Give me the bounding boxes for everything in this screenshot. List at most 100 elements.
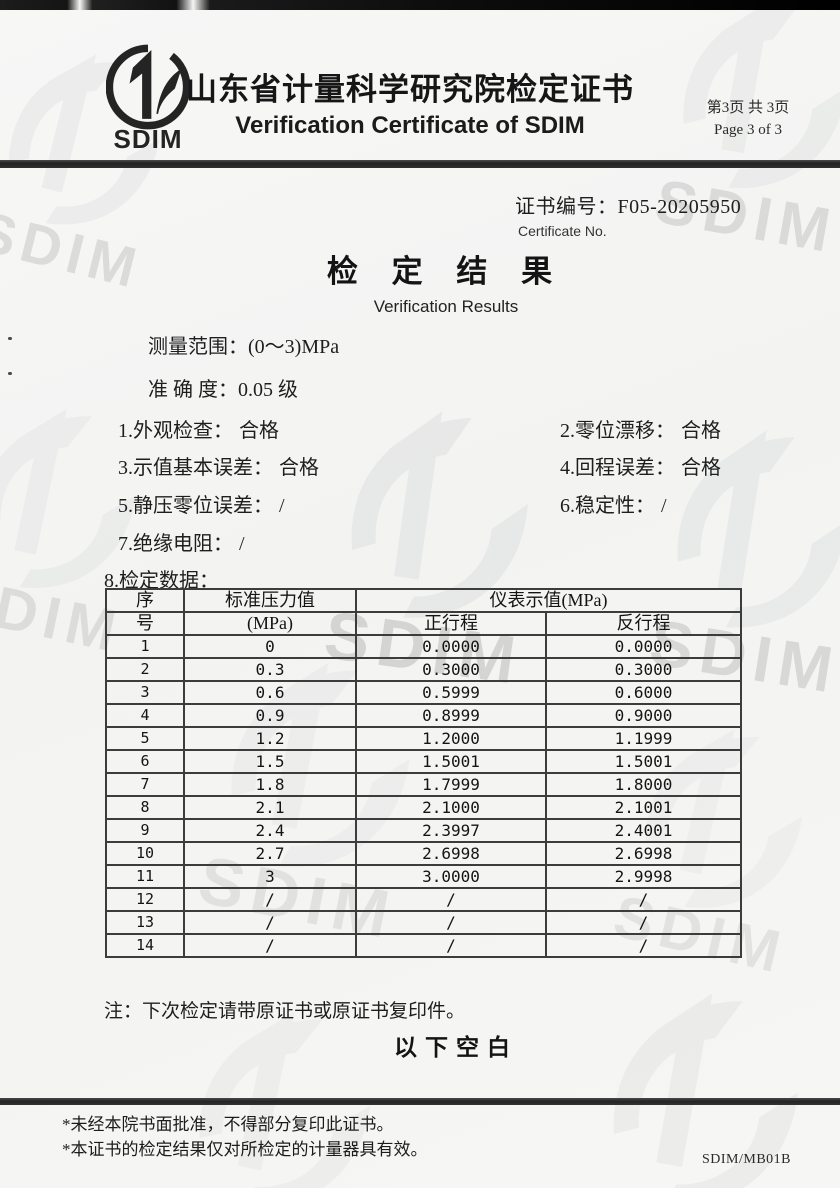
header-unit: (MPa) [183, 611, 357, 636]
footer-note-2: *本证书的检定结果仅对所检定的计量器具有效。 [62, 1140, 428, 1159]
results-title-en: Verification Results [373, 297, 519, 316]
table-cell-fwd: 0.8999 [355, 703, 547, 728]
table-row: 5 1.2 1.2000 1.1999 [105, 726, 742, 751]
table-row: 6 1.5 1.5001 1.5001 [105, 749, 742, 774]
table-cell-std: 1.8 [183, 772, 357, 797]
table-row: 3 0.6 0.5999 0.6000 [105, 680, 742, 705]
table-cell-std: 2.4 [183, 818, 357, 843]
watermark-logo [534, 940, 840, 1188]
logo-wordmark: SDIM [113, 124, 183, 154]
title-english: Verification Certificate of SDIM [235, 112, 585, 139]
table-cell-fwd: 2.3997 [355, 818, 547, 843]
table-row: 8 2.1 2.1000 2.1001 [105, 795, 742, 820]
table-cell-no: 4 [105, 703, 185, 728]
table-header-row-1: 序 标准压力值 仪表示值(MPa) [105, 588, 742, 613]
table-row: 10 2.7 2.6998 2.6998 [105, 841, 742, 866]
table-cell-std: 1.5 [183, 749, 357, 774]
table-cell-rev: / [545, 933, 742, 958]
header-forward-stroke: 正行程 [355, 611, 547, 636]
item-appearance: 1.外观检查： 合格 [118, 420, 279, 442]
item-basic-error: 3.示值基本误差： 合格 [118, 457, 319, 479]
item-zero-drift: 2.零位漂移： 合格 [560, 420, 721, 442]
table-row: 13// / [105, 910, 742, 935]
table-cell-no: 5 [105, 726, 185, 751]
table-row: 11 3 3.0000 2.9998 [105, 864, 742, 889]
header-divider [0, 160, 840, 168]
measuring-range-label: 测量范围： [148, 336, 248, 358]
measuring-range-value: (0～3)MPa [248, 336, 340, 358]
table-row: 14// / [105, 933, 742, 958]
table-row: 12// / [105, 887, 742, 912]
table-cell-fwd: / [355, 887, 547, 912]
footer-note-1: *未经本院书面批准，不得部分复印此证书。 [62, 1115, 394, 1134]
header-seq-top: 序 [105, 588, 185, 613]
certificate-number-value: F05-20205950 [617, 196, 742, 218]
form-code: SDIM/MB01B [702, 1152, 792, 1167]
page-indicator-en: Page 3 of 3 [714, 122, 782, 138]
table-cell-rev: / [545, 887, 742, 912]
sdim-logo: SDIM [92, 44, 204, 152]
title-chinese: 山东省计量科学研究院检定证书 [186, 72, 634, 107]
table-cell-rev: 0.9000 [545, 703, 742, 728]
scan-artifact-top-bar [0, 0, 840, 10]
footer-divider [0, 1098, 840, 1105]
table-cell-rev: 2.9998 [545, 864, 742, 889]
table-cell-no: 3 [105, 680, 185, 705]
table-header-row-2: 号 (MPa) 正行程 反行程 [105, 611, 742, 636]
table-cell-no: 12 [105, 887, 185, 912]
item-verification-data: 8.检定数据： [104, 570, 219, 592]
sdim-logo-icon [106, 44, 190, 130]
page-indicator-cn: 第3页 共 3页 [706, 100, 790, 116]
item-insulation-resistance: 7.绝缘电阻： / [118, 533, 245, 555]
table-row: 7 1.8 1.7999 1.8000 [105, 772, 742, 797]
table-cell-std: / [183, 887, 357, 912]
table-cell-no: 2 [105, 657, 185, 682]
page-indicator: 第3页 共 3页 Page 3 of 3 [668, 96, 828, 139]
footer-notes: *未经本院书面批准，不得部分复印此证书。 *本证书的检定结果仅对所检定的计量器具… [62, 1112, 428, 1162]
header-indication: 仪表示值(MPa) [355, 588, 742, 613]
accuracy-class: 准 确 度：0.05 级 [148, 373, 298, 402]
table-cell-rev: 1.1999 [545, 726, 742, 751]
table-cell-fwd: 2.1000 [355, 795, 547, 820]
table-cell-rev: 0.6000 [545, 680, 742, 705]
table-cell-std: / [183, 933, 357, 958]
table-cell-std: 0 [183, 634, 357, 659]
results-title: 检 定 结 果 [326, 254, 566, 289]
table-cell-rev: 1.8000 [545, 772, 742, 797]
table-cell-fwd: 1.7999 [355, 772, 547, 797]
table-cell-std: 2.7 [183, 841, 357, 866]
certificate-number-label: 证书编号： [515, 196, 618, 218]
item-hysteresis-error: 4.回程误差： 合格 [560, 457, 721, 479]
table-cell-rev: 2.4001 [545, 818, 742, 843]
item-static-zero-error: 5.静压零位误差： / [118, 495, 285, 517]
accuracy-class-value: 0.05 级 [238, 379, 298, 401]
header-standard-pressure: 标准压力值 [183, 588, 357, 613]
table-cell-std: 2.1 [183, 795, 357, 820]
table-cell-rev: 2.1001 [545, 795, 742, 820]
table-cell-no: 6 [105, 749, 185, 774]
scan-artifact-dot [8, 337, 12, 340]
table-cell-rev: 1.5001 [545, 749, 742, 774]
table-cell-fwd: 2.6998 [355, 841, 547, 866]
measuring-range: 测量范围：(0～3)MPa [148, 330, 339, 359]
certificate-number-label-en: Certificate No. [518, 223, 607, 239]
table-cell-no: 1 [105, 634, 185, 659]
table-cell-fwd: 3.0000 [355, 864, 547, 889]
table-row: 4 0.9 0.8999 0.9000 [105, 703, 742, 728]
scan-artifact-dot [8, 372, 12, 375]
table-cell-no: 10 [105, 841, 185, 866]
table-cell-std: 3 [183, 864, 357, 889]
table-cell-rev: 0.0000 [545, 634, 742, 659]
table-cell-std: 0.3 [183, 657, 357, 682]
table-cell-fwd: / [355, 910, 547, 935]
table-cell-fwd: / [355, 933, 547, 958]
table-cell-fwd: 0.3000 [355, 657, 547, 682]
table-cell-fwd: 1.5001 [355, 749, 547, 774]
note-line: 注：下次检定请带原证书或原证书复印件。 [104, 1001, 466, 1022]
table-cell-no: 13 [105, 910, 185, 935]
table-cell-fwd: 0.0000 [355, 634, 547, 659]
table-cell-no: 7 [105, 772, 185, 797]
accuracy-class-label: 准 确 度： [148, 379, 238, 401]
table-cell-no: 8 [105, 795, 185, 820]
